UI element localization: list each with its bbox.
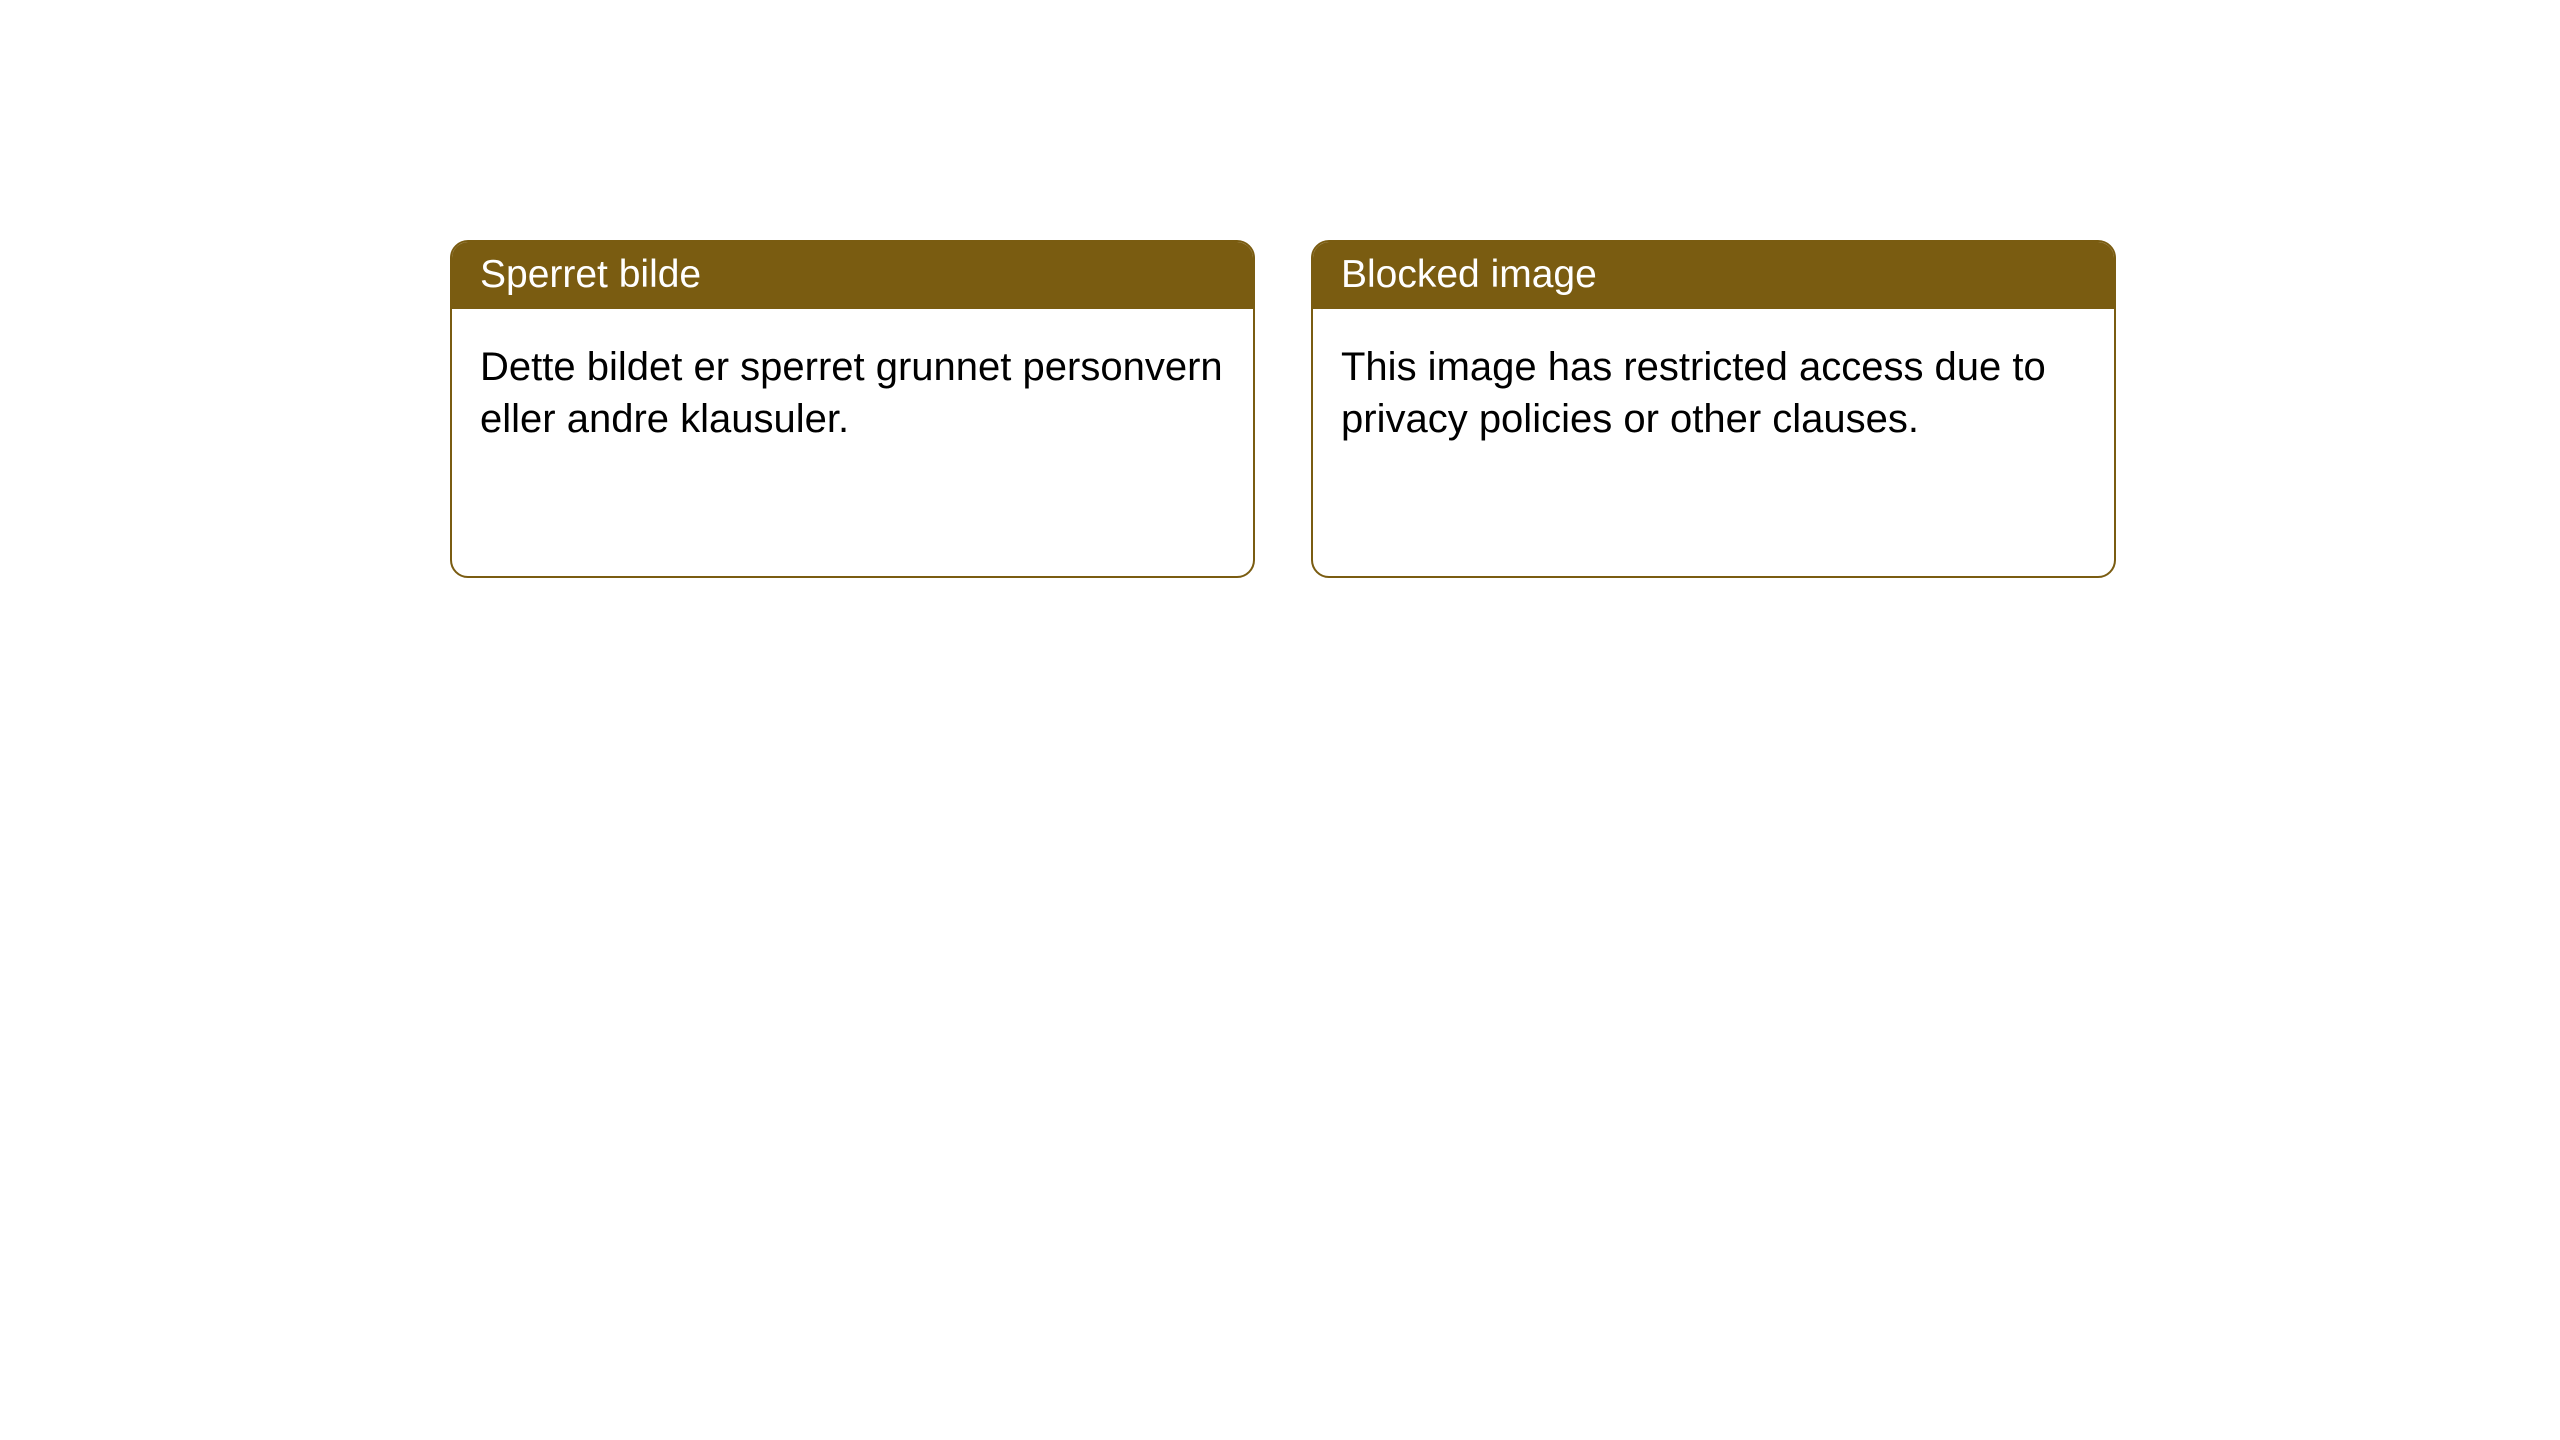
notice-title: Sperret bilde xyxy=(480,253,701,296)
notice-container: Sperret bilde Dette bildet er sperret gr… xyxy=(0,0,2560,578)
notice-header-english: Blocked image xyxy=(1313,242,2114,309)
notice-box-english: Blocked image This image has restricted … xyxy=(1311,240,2116,578)
notice-message: Dette bildet er sperret grunnet personve… xyxy=(480,345,1223,441)
notice-body-norwegian: Dette bildet er sperret grunnet personve… xyxy=(452,309,1253,477)
notice-message: This image has restricted access due to … xyxy=(1341,345,2046,441)
notice-body-english: This image has restricted access due to … xyxy=(1313,309,2114,477)
notice-title: Blocked image xyxy=(1341,253,1597,296)
notice-header-norwegian: Sperret bilde xyxy=(452,242,1253,309)
notice-box-norwegian: Sperret bilde Dette bildet er sperret gr… xyxy=(450,240,1255,578)
